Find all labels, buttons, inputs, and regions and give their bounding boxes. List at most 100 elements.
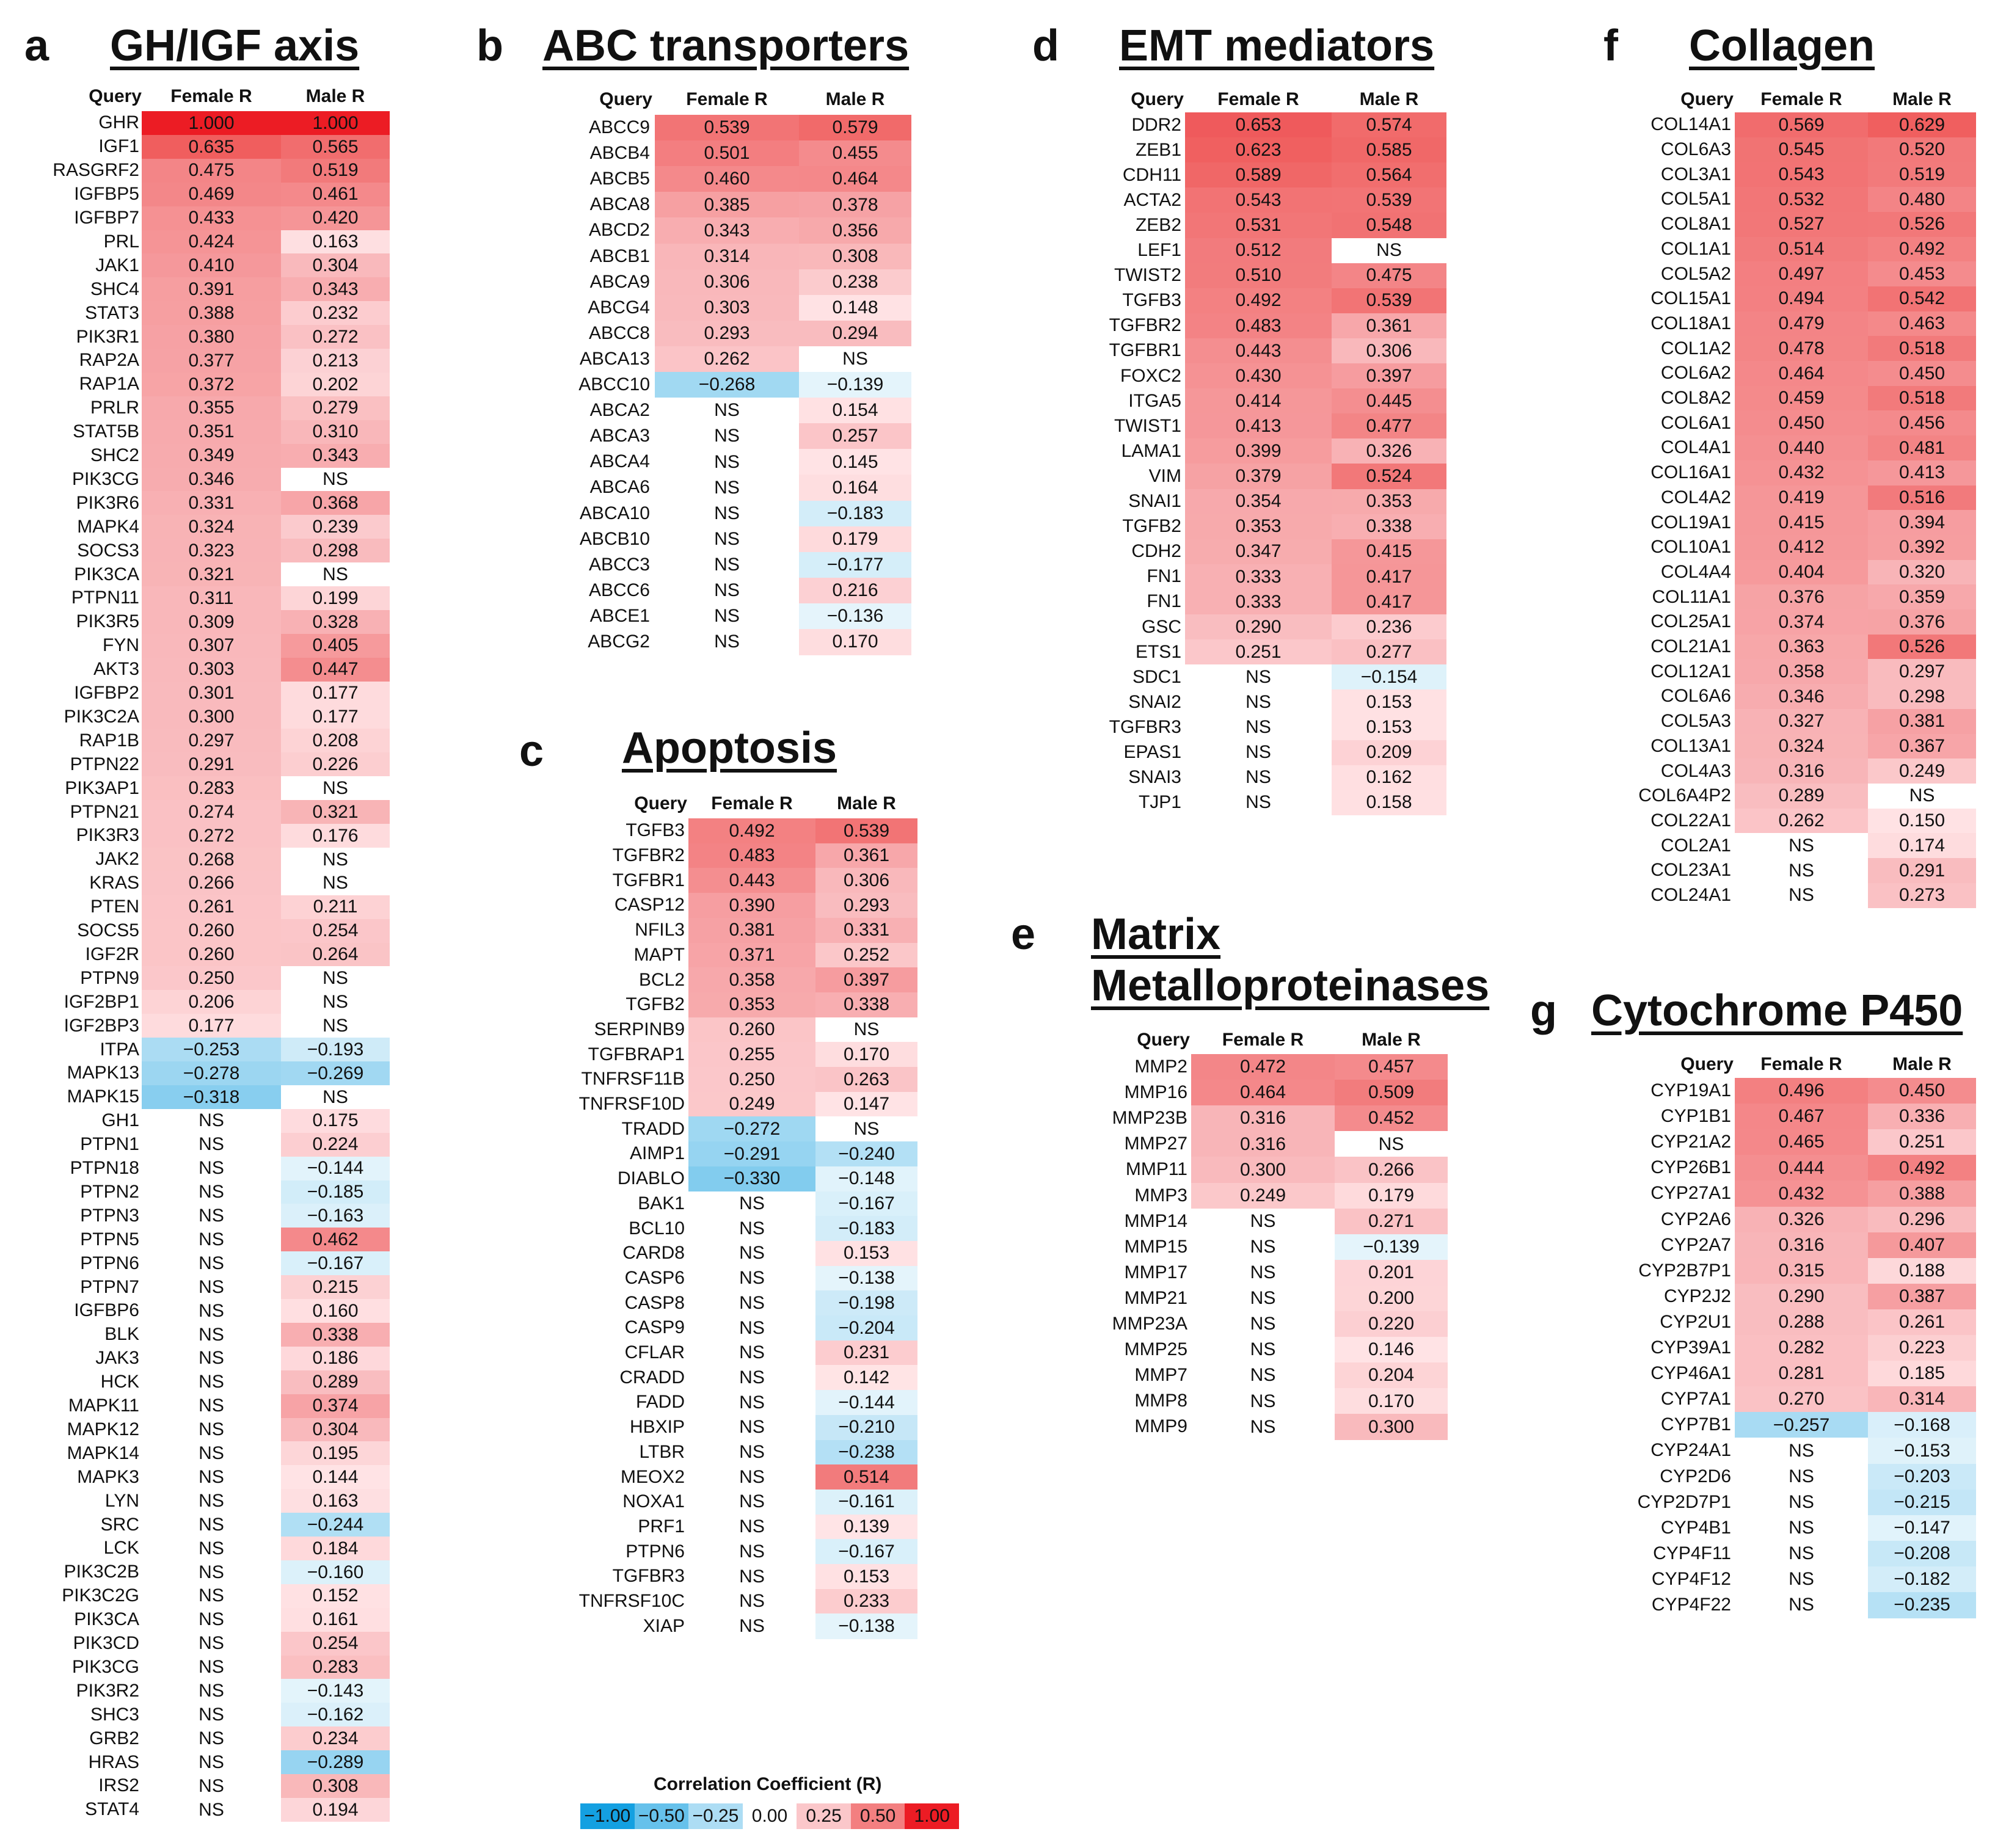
column-header-male: Male R <box>1359 89 1419 109</box>
female-r-cell: 0.460 <box>655 166 799 192</box>
female-r-cell: 0.177 <box>142 1014 281 1038</box>
male-r-cell: 0.338 <box>1332 514 1446 540</box>
female-r-cell: NS <box>688 1390 815 1416</box>
gene-label: LAMA1 <box>1121 440 1181 461</box>
gene-label: PIK3R5 <box>76 611 139 632</box>
gene-label: CASP12 <box>614 895 685 915</box>
female-r-cell: NS <box>142 1631 281 1656</box>
male-r-cell: 0.174 <box>1868 833 1976 859</box>
female-r-cell: 1.000 <box>142 111 281 136</box>
gene-label: PIK3CA <box>74 1609 139 1630</box>
gene-label: CARD8 <box>622 1243 685 1264</box>
male-r-cell: 0.516 <box>1868 485 1976 511</box>
female-r-cell: 0.316 <box>1191 1131 1335 1157</box>
female-r-cell: NS <box>142 1797 281 1822</box>
gene-label: IGFBP6 <box>74 1300 139 1321</box>
male-r-cell: 0.304 <box>281 1417 390 1442</box>
male-r-cell: −0.138 <box>815 1613 917 1639</box>
column-header-query: Query <box>1680 89 1734 109</box>
female-r-cell: NS <box>142 1346 281 1371</box>
male-r-cell: −0.182 <box>1868 1566 1976 1593</box>
female-r-cell: 0.250 <box>688 1067 815 1093</box>
female-r-cell: 0.316 <box>1735 758 1868 784</box>
female-r-cell: 0.250 <box>142 966 281 991</box>
female-r-cell: 0.262 <box>1735 808 1868 834</box>
male-r-cell: 0.223 <box>1868 1335 1976 1361</box>
female-r-cell: NS <box>688 1613 815 1639</box>
gene-label: GHR <box>98 112 139 133</box>
gene-label: CASP8 <box>624 1292 685 1313</box>
male-r-cell: 0.321 <box>281 800 390 824</box>
male-r-cell: 0.220 <box>1335 1311 1448 1337</box>
gene-label: PTPN6 <box>80 1253 139 1273</box>
column-header-query: Query <box>1137 1030 1190 1050</box>
male-r-cell: 0.266 <box>1335 1157 1448 1183</box>
female-r-cell: 0.288 <box>1735 1309 1868 1336</box>
gene-label: PIK3C2B <box>64 1562 139 1582</box>
male-r-cell: 0.542 <box>1868 286 1976 312</box>
female-r-cell: 0.545 <box>1735 137 1868 162</box>
gene-label: ABCA10 <box>579 503 650 523</box>
female-r-cell: NS <box>655 551 799 578</box>
female-r-cell: NS <box>142 1655 281 1679</box>
male-r-cell: 0.298 <box>1868 684 1976 710</box>
female-r-cell: 0.274 <box>142 800 281 824</box>
male-r-cell: −0.139 <box>1335 1234 1448 1260</box>
male-r-cell: 0.291 <box>1868 858 1976 884</box>
female-r-cell: 0.399 <box>1185 438 1332 464</box>
male-r-cell: 0.148 <box>799 294 911 321</box>
male-r-cell: 0.331 <box>815 917 917 943</box>
legend-scale: −1.00 −0.50 −0.25 0.00 0.25 0.50 1.00 <box>580 1803 959 1829</box>
female-r-cell: 0.251 <box>1185 639 1332 665</box>
female-r-cell: 0.349 <box>142 443 281 468</box>
gene-label: SRC <box>100 1514 139 1535</box>
gene-label: ABCB1 <box>589 246 650 266</box>
panel-letter: b <box>476 21 503 70</box>
male-r-cell: 0.264 <box>281 942 390 967</box>
male-r-cell: 0.199 <box>281 586 390 611</box>
column-header-query: Query <box>1680 1054 1734 1074</box>
gene-label: MAPK15 <box>67 1086 139 1107</box>
female-r-cell: 0.381 <box>688 917 815 943</box>
male-r-cell: 0.283 <box>281 1655 390 1679</box>
gene-label: EPAS1 <box>1123 742 1182 763</box>
female-r-cell: 0.355 <box>142 396 281 421</box>
female-r-cell: NS <box>142 1417 281 1442</box>
female-r-cell: 0.297 <box>142 729 281 753</box>
male-r-cell: 0.387 <box>1868 1283 1976 1310</box>
gene-label: ZEB2 <box>1135 214 1181 235</box>
female-r-cell: NS <box>142 1132 281 1157</box>
gene-label: SNAI2 <box>1128 691 1181 712</box>
female-r-cell: 0.323 <box>142 539 281 563</box>
male-r-cell: 0.226 <box>281 752 390 777</box>
female-r-cell: 0.343 <box>655 217 799 244</box>
male-r-cell: 0.202 <box>281 372 390 397</box>
female-r-cell: 0.266 <box>142 871 281 896</box>
male-r-cell: 0.477 <box>1332 413 1446 439</box>
gene-label: PIK3AP1 <box>65 777 139 798</box>
male-r-cell: 0.518 <box>1868 336 1976 362</box>
female-r-cell: 0.415 <box>1735 510 1868 536</box>
male-r-cell: 0.139 <box>815 1514 917 1540</box>
female-r-cell: NS <box>688 1340 815 1366</box>
male-r-cell: NS <box>815 1116 917 1142</box>
female-r-cell: 0.412 <box>1735 534 1868 561</box>
male-r-cell: 0.343 <box>281 277 390 302</box>
gene-label: MMP3 <box>1134 1185 1187 1206</box>
male-r-cell: 0.338 <box>281 1322 390 1347</box>
gene-label: TJP1 <box>1138 792 1181 813</box>
gene-label: GSC <box>1141 616 1181 637</box>
male-r-cell: −0.136 <box>799 603 911 630</box>
column-header-male: Male R <box>1892 1054 1952 1074</box>
male-r-cell: 0.185 <box>1868 1361 1976 1387</box>
gene-label: HCK <box>100 1372 139 1392</box>
female-r-cell: 0.465 <box>1735 1129 1868 1155</box>
female-r-cell: 0.249 <box>1191 1182 1335 1209</box>
gene-label: NFIL3 <box>635 920 685 940</box>
female-r-cell: NS <box>1735 1540 1868 1567</box>
male-r-cell: 0.153 <box>1332 715 1446 740</box>
female-r-cell: NS <box>142 1703 281 1727</box>
male-r-cell: 0.153 <box>815 1240 917 1267</box>
male-r-cell: 0.163 <box>281 230 390 254</box>
gene-label: PTPN6 <box>625 1541 685 1562</box>
